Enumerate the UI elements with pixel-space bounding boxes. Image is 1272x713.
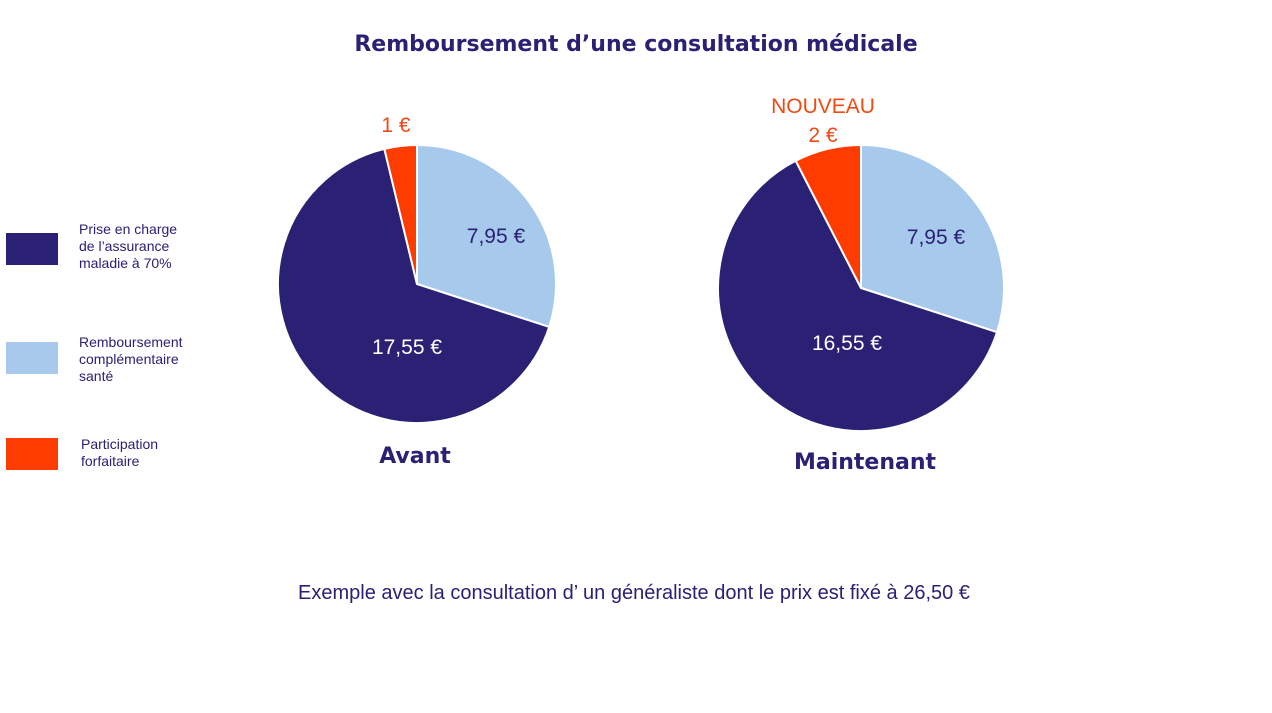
slice-label-participation: 1 €	[381, 114, 411, 137]
legend-label-line: Prise en charge	[79, 221, 178, 237]
slice-label-complementaire: 7,95 €	[907, 226, 966, 249]
legend-label-assurance: Prise en charge de l’assurance maladie à…	[79, 221, 209, 272]
pie-chart-maintenant: 7,95 € 16,55 € NOUVEAU 2 € Maintenant	[717, 95, 1005, 475]
legend-swatch-participation	[6, 438, 58, 470]
pie-slice-complementaire	[860, 143, 1005, 334]
pie-slice-assurance	[717, 159, 999, 432]
page-title: Remboursement d’une consultation médical…	[354, 32, 918, 57]
pie-slice-complementaire	[416, 143, 557, 329]
slice-label-complementaire: 7,95 €	[467, 225, 526, 248]
legend-label-line: complémentaire	[79, 351, 179, 367]
legend-label-participation: Participation forfaitaire	[81, 436, 211, 470]
legend-label-line: santé	[79, 368, 114, 384]
legend-label-line: maladie à 70%	[79, 255, 172, 271]
legend-swatch-complementaire	[6, 342, 58, 374]
annotation-nouveau: NOUVEAU	[771, 95, 875, 118]
pie-slice-participation	[794, 143, 862, 289]
chart-title-avant: Avant	[379, 444, 451, 469]
legend-label-line: Remboursement	[79, 334, 183, 350]
legend-swatch-assurance	[6, 233, 58, 265]
slice-label-assurance: 16,55 €	[812, 332, 882, 355]
legend-label-line: forfaitaire	[81, 453, 140, 469]
chart-title-maintenant: Maintenant	[794, 450, 937, 475]
footer-note: Exemple avec la consultation d’ un génér…	[298, 582, 970, 604]
pie-slice-participation	[383, 143, 418, 285]
slice-label-assurance: 17,55 €	[372, 336, 442, 359]
legend-label-complementaire: Remboursement complémentaire santé	[79, 334, 209, 385]
legend-label-line: de l’assurance	[79, 238, 170, 254]
slice-label-participation: 2 €	[808, 124, 838, 147]
legend-label-line: Participation	[81, 436, 159, 452]
pie-slice-assurance	[277, 147, 551, 424]
pie-chart-avant: 7,95 € 17,55 € 1 € Avant	[277, 114, 557, 469]
